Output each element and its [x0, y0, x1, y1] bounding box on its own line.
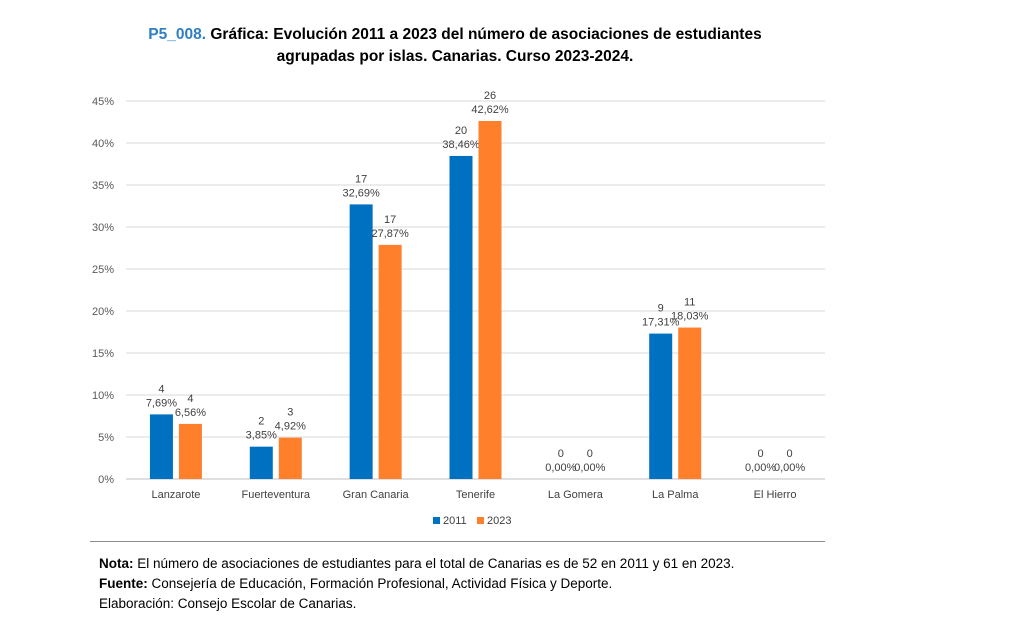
legend-label: 2011: [443, 515, 467, 527]
bar-2023: [678, 327, 702, 479]
data-label-count: 4: [158, 383, 164, 395]
data-label-percent: 18,03%: [671, 311, 709, 323]
notes-block: Nota: El número de asociaciones de estud…: [99, 554, 734, 614]
data-label-count: 17: [355, 173, 367, 185]
data-label-percent: 17,31%: [642, 317, 680, 329]
x-tick-label: El Hierro: [754, 489, 797, 501]
data-label-count: 0: [758, 448, 764, 460]
elaboration-line: Elaboración: Consejo Escolar de Canarias…: [99, 596, 357, 611]
data-label-percent: 0,00%: [745, 462, 776, 474]
bar-chart: 0% 5% 10% 15% 20% 25% 30% 35% 40% 45% Lanzarote 7,6…: [92, 90, 825, 527]
data-label-count: 3: [287, 407, 293, 419]
y-tick-label: 25%: [92, 264, 114, 276]
y-tick-label: 40%: [92, 138, 114, 150]
note-line: Nota: El número de asociaciones de estud…: [99, 554, 734, 574]
x-tick-label: Fuerteventura: [242, 489, 311, 501]
legend-swatch-2011: [433, 517, 440, 524]
bar-2011: [149, 414, 173, 479]
x-tick-label: Tenerife: [456, 489, 495, 501]
data-label-percent: 27,87%: [371, 228, 409, 240]
bar-2023: [178, 423, 202, 479]
y-tick-label: 15%: [92, 348, 114, 360]
data-label-percent: 38,46%: [442, 139, 480, 151]
data-label-percent: 6,56%: [175, 407, 206, 419]
x-tick-label: La Palma: [652, 489, 699, 501]
note-text: El número de asociaciones de estudiantes…: [133, 556, 735, 571]
y-tick-label: 35%: [92, 180, 114, 192]
bar-2011: [249, 446, 273, 479]
data-label-count: 9: [658, 303, 664, 315]
data-label-count: 11: [684, 297, 695, 309]
source-label: Fuente:: [99, 576, 148, 591]
data-label-percent: 32,69%: [342, 187, 380, 199]
x-tick-label: Gran Canaria: [343, 489, 410, 501]
y-tick-label: 45%: [92, 96, 114, 108]
legend-label: 2023: [487, 515, 511, 527]
data-label-count: 26: [484, 90, 496, 102]
divider: [90, 541, 825, 542]
data-label-percent: 4,92%: [275, 421, 306, 433]
x-tick-label: Lanzarote: [151, 489, 200, 501]
chart-title-line1: Gráfica: Evolución 2011 a 2023 del númer…: [210, 26, 762, 43]
data-label-percent: 7,69%: [146, 397, 177, 409]
chart-code: P5_008.: [148, 26, 207, 43]
source-line: Fuente: Consejería de Educación, Formaci…: [99, 574, 734, 594]
bar-2011: [649, 333, 673, 479]
y-tick-label: 5%: [98, 432, 114, 444]
bar-2011: [349, 204, 373, 480]
y-tick-label: 0%: [98, 474, 114, 486]
bar-2023: [278, 437, 302, 479]
data-label-count: 0: [558, 448, 564, 460]
data-label-count: 4: [187, 393, 193, 405]
source-text: Consejería de Educación, Formación Profe…: [147, 576, 613, 591]
chart-title-line2: agrupadas por islas. Canarias. Curso 202…: [276, 48, 634, 65]
x-tick-label: La Gomera: [548, 489, 604, 501]
data-label-percent: 3,85%: [246, 430, 277, 442]
bar-2023: [478, 120, 502, 479]
data-label-percent: 42,62%: [471, 104, 509, 116]
data-label-count: 0: [587, 448, 593, 460]
legend-swatch-2023: [477, 517, 484, 524]
chart-title: P5_008. Gráfica: Evolución 2011 a 2023 d…: [0, 24, 910, 68]
note-label: Nota:: [99, 556, 134, 571]
bar-2011: [449, 155, 473, 479]
data-label-percent: 0,00%: [774, 462, 805, 474]
y-tick-label: 30%: [92, 222, 114, 234]
data-label-percent: 0,00%: [574, 462, 605, 474]
data-label-percent: 0,00%: [545, 462, 576, 474]
data-label-count: 20: [455, 125, 467, 137]
data-label-count: 17: [384, 214, 396, 226]
bar-2023: [378, 244, 402, 479]
y-tick-label: 20%: [92, 306, 114, 318]
data-label-count: 2: [258, 416, 264, 428]
y-tick-label: 10%: [92, 390, 114, 402]
data-label-count: 0: [787, 448, 793, 460]
